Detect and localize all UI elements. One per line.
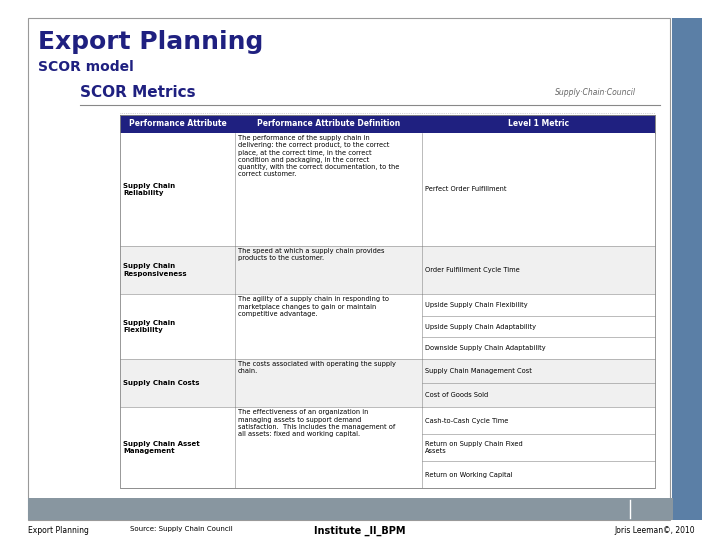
- Bar: [672, 18, 702, 520]
- Text: Performance Attribute Definition: Performance Attribute Definition: [257, 119, 400, 129]
- Text: SCOR Metrics: SCOR Metrics: [80, 85, 196, 100]
- Text: The costs associated with operating the supply
chain.: The costs associated with operating the …: [238, 361, 396, 374]
- Bar: [120, 133, 655, 246]
- Text: Cash-to-Cash Cycle Time: Cash-to-Cash Cycle Time: [426, 418, 508, 424]
- Text: SCOR model: SCOR model: [38, 60, 134, 74]
- Bar: [120, 115, 655, 133]
- Text: Performance Attribute: Performance Attribute: [129, 119, 226, 129]
- Text: Perfect Order Fulfillment: Perfect Order Fulfillment: [426, 186, 507, 192]
- Text: Cost of Goods Sold: Cost of Goods Sold: [426, 392, 489, 398]
- Text: Return on Working Capital: Return on Working Capital: [426, 471, 513, 477]
- Text: The speed at which a supply chain provides
products to the customer.: The speed at which a supply chain provid…: [238, 248, 384, 261]
- Text: Institute _II_BPM: Institute _II_BPM: [314, 526, 406, 536]
- Bar: [28, 498, 673, 520]
- Text: Supply Chain
Responsiveness: Supply Chain Responsiveness: [123, 264, 186, 277]
- Bar: [120, 246, 655, 294]
- Text: The effectiveness of an organization in
managing assets to support demand
satisf: The effectiveness of an organization in …: [238, 409, 395, 437]
- Bar: [120, 115, 655, 488]
- Text: Export Planning: Export Planning: [38, 30, 264, 54]
- Text: Supply Chain Management Cost: Supply Chain Management Cost: [426, 368, 532, 374]
- Bar: [120, 294, 655, 359]
- Text: The performance of the supply chain in
delivering: the correct product, to the c: The performance of the supply chain in d…: [238, 135, 400, 177]
- Bar: [120, 407, 655, 488]
- Text: The agility of a supply chain in responding to
marketplace changes to gain or ma: The agility of a supply chain in respond…: [238, 296, 389, 317]
- Text: Order Fulfillment Cycle Time: Order Fulfillment Cycle Time: [426, 267, 520, 273]
- Bar: [28, 18, 670, 520]
- Text: Upside Supply Chain Flexibility: Upside Supply Chain Flexibility: [426, 302, 528, 308]
- Text: Supply Chain
Reliability: Supply Chain Reliability: [123, 183, 175, 196]
- Text: Supply Chain
Flexibility: Supply Chain Flexibility: [123, 320, 175, 333]
- Text: Level 1 Metric: Level 1 Metric: [508, 119, 570, 129]
- Text: Source: Supply Chain Council: Source: Supply Chain Council: [130, 526, 233, 532]
- Text: Supply·Chain·Council: Supply·Chain·Council: [554, 88, 636, 97]
- Text: Downside Supply Chain Adaptability: Downside Supply Chain Adaptability: [426, 345, 546, 351]
- Text: Export Planning: Export Planning: [28, 526, 89, 535]
- Text: Supply Chain Costs: Supply Chain Costs: [123, 380, 199, 386]
- Text: Joris Leeman©, 2010: Joris Leeman©, 2010: [614, 526, 695, 535]
- Text: Supply Chain Asset
Management: Supply Chain Asset Management: [123, 441, 199, 454]
- Bar: [120, 359, 655, 407]
- Text: Upside Supply Chain Adaptability: Upside Supply Chain Adaptability: [426, 323, 536, 329]
- Text: Return on Supply Chain Fixed
Assets: Return on Supply Chain Fixed Assets: [426, 441, 523, 454]
- Bar: [120, 115, 655, 133]
